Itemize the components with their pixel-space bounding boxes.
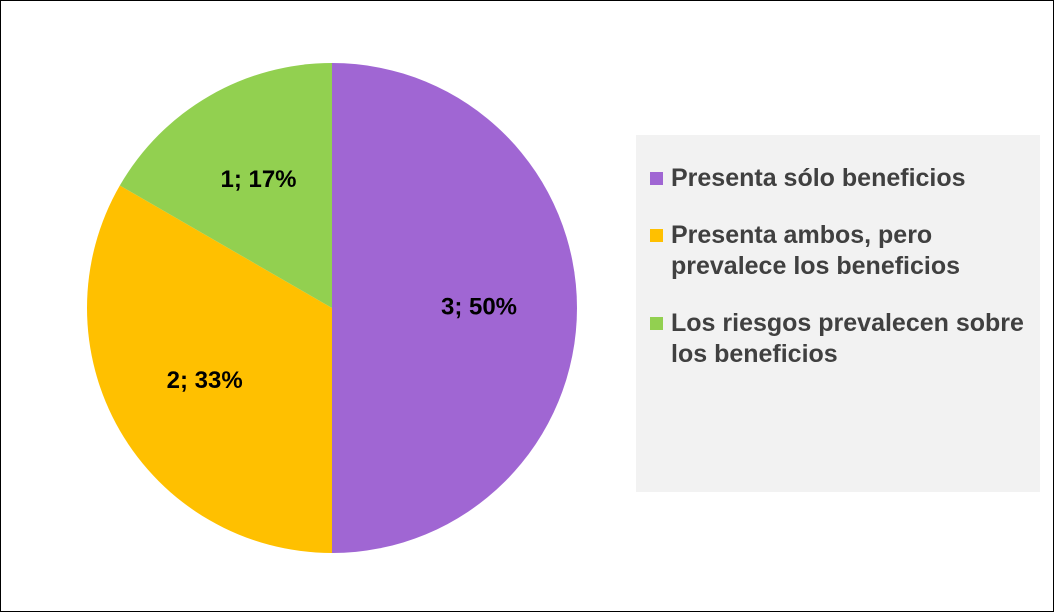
pie-slice — [86, 185, 333, 553]
legend-swatch — [650, 317, 663, 330]
legend-entry: Presenta sólo beneficios — [650, 163, 1032, 194]
pie-slice — [119, 62, 332, 308]
pie-slice — [332, 63, 577, 553]
legend-entry: Presenta ambos, pero prevalece los benef… — [650, 220, 1032, 282]
legend-swatch — [650, 229, 663, 242]
legend-swatch — [650, 172, 663, 185]
legend: Presenta sólo beneficios Presenta ambos, … — [636, 135, 1040, 492]
legend-entry: Los riesgos prevalecen sobre los benefic… — [650, 308, 1032, 370]
legend-label: Presenta ambos, pero prevalece los benef… — [671, 221, 961, 280]
data-label: 3; 50% — [441, 293, 517, 320]
legend-label: Los riesgos prevalecen sobre los benefic… — [671, 309, 1024, 368]
data-label: 2; 33% — [167, 367, 243, 394]
data-label: 1; 17% — [220, 166, 296, 193]
legend-label: Presenta sólo beneficios — [671, 164, 966, 192]
